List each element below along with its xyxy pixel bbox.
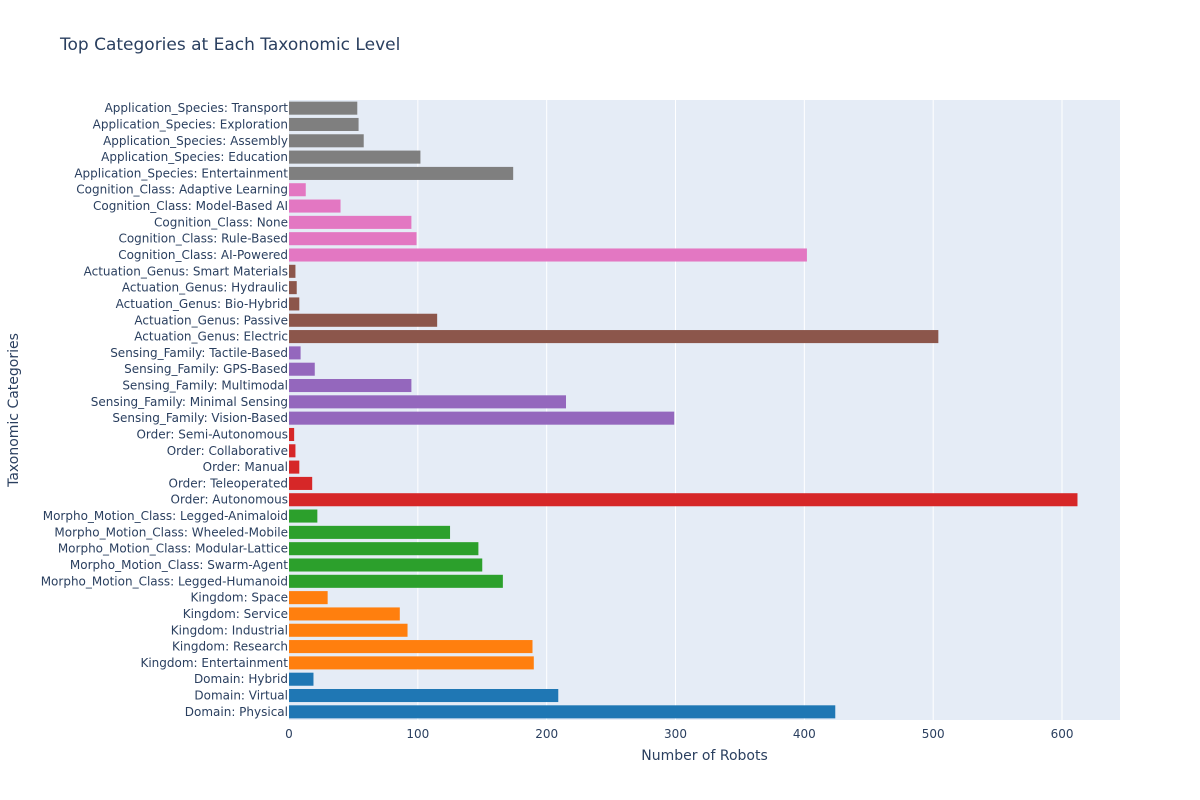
y-tick-label: Domain: Physical [185, 705, 288, 719]
y-tick-label: Order: Collaborative [167, 444, 288, 458]
y-tick-label: Cognition_Class: Rule-Based [118, 232, 288, 246]
bar[interactable] [289, 183, 306, 197]
bar[interactable] [289, 346, 301, 360]
y-tick-label: Kingdom: Industrial [171, 623, 288, 637]
bar[interactable] [289, 264, 296, 278]
y-tick-label: Domain: Virtual [194, 689, 288, 703]
y-tick-label: Sensing_Family: Multimodal [122, 379, 288, 393]
bar[interactable] [289, 313, 438, 327]
y-tick-label: Application_Species: Assembly [103, 134, 288, 148]
x-tick-label: 300 [664, 727, 687, 741]
y-tick-label: Cognition_Class: Adaptive Learning [76, 183, 288, 197]
bar[interactable] [289, 281, 297, 295]
bar[interactable] [289, 607, 400, 621]
y-tick-label: Application_Species: Entertainment [74, 166, 288, 180]
y-tick-label: Application_Species: Education [101, 150, 288, 164]
bar[interactable] [289, 395, 566, 409]
y-tick-label: Morpho_Motion_Class: Wheeled-Mobile [54, 525, 288, 539]
y-tick-label: Kingdom: Entertainment [140, 656, 288, 670]
chart-title: Top Categories at Each Taxonomic Level [59, 35, 400, 55]
bar[interactable] [289, 199, 341, 213]
bar[interactable] [289, 574, 503, 588]
bar[interactable] [289, 689, 559, 703]
x-tick-label: 200 [535, 727, 558, 741]
bar[interactable] [289, 248, 807, 262]
x-axis-title: Number of Robots [641, 748, 768, 764]
bar[interactable] [289, 444, 296, 458]
bar[interactable] [289, 297, 300, 311]
x-tick-labels: 0 100 200 300 400 500 600 [285, 727, 1073, 741]
y-tick-label: Kingdom: Service [183, 607, 288, 621]
bar[interactable] [289, 591, 328, 605]
bar[interactable] [289, 623, 408, 637]
y-tick-label: Kingdom: Research [172, 640, 288, 654]
bar[interactable] [289, 460, 300, 474]
y-tick-label: Cognition_Class: Model-Based AI [93, 199, 288, 213]
y-tick-label: Order: Autonomous [171, 493, 288, 507]
bar[interactable] [289, 672, 314, 686]
y-tick-label: Order: Manual [203, 460, 288, 474]
bar[interactable] [289, 330, 939, 344]
bar[interactable] [289, 101, 358, 115]
bar[interactable] [289, 656, 534, 670]
bar[interactable] [289, 150, 421, 164]
y-tick-label: Actuation_Genus: Passive [134, 313, 288, 327]
y-tick-label: Morpho_Motion_Class: Legged-Animaloid [43, 509, 288, 523]
x-tick-label: 400 [793, 727, 816, 741]
bar[interactable] [289, 411, 675, 425]
bar[interactable] [289, 232, 417, 246]
y-tick-labels: Domain: Physical Domain: Virtual Domain: H… [41, 101, 289, 719]
x-tick-label: 600 [1051, 727, 1074, 741]
y-tick-label: Domain: Hybrid [194, 672, 288, 686]
y-tick-label: Application_Species: Transport [105, 101, 289, 115]
y-tick-label: Cognition_Class: AI-Powered [118, 248, 288, 262]
y-tick-label: Cognition_Class: None [154, 215, 288, 229]
bar[interactable] [289, 379, 412, 393]
y-tick-label: Sensing_Family: Tactile-Based [110, 346, 288, 360]
bar[interactable] [289, 509, 318, 523]
bar[interactable] [289, 493, 1078, 507]
y-tick-label: Actuation_Genus: Smart Materials [84, 264, 288, 278]
y-tick-label: Actuation_Genus: Electric [134, 330, 288, 344]
y-tick-label: Order: Semi-Autonomous [136, 427, 288, 441]
bar[interactable] [289, 525, 451, 539]
y-tick-label: Morpho_Motion_Class: Legged-Humanoid [41, 574, 288, 588]
y-tick-label: Application_Species: Exploration [93, 117, 288, 131]
bar[interactable] [289, 117, 359, 131]
bar[interactable] [289, 640, 533, 654]
bar[interactable] [289, 166, 514, 180]
y-tick-label: Kingdom: Space [191, 591, 289, 605]
x-tick-label: 0 [285, 727, 293, 741]
x-tick-label: 500 [922, 727, 945, 741]
x-tick-label: 100 [406, 727, 429, 741]
y-tick-label: Sensing_Family: GPS-Based [124, 362, 288, 376]
bar[interactable] [289, 705, 836, 719]
y-tick-label: Sensing_Family: Minimal Sensing [91, 395, 288, 409]
y-tick-label: Order: Teleoperated [169, 476, 288, 490]
bar[interactable] [289, 134, 364, 148]
y-tick-label: Morpho_Motion_Class: Swarm-Agent [70, 558, 288, 572]
bar[interactable] [289, 427, 295, 441]
y-tick-label: Sensing_Family: Vision-Based [112, 411, 288, 425]
bar[interactable] [289, 476, 313, 490]
bar[interactable] [289, 558, 483, 572]
bar[interactable] [289, 215, 412, 229]
gridlines [417, 100, 1063, 720]
y-tick-label: Actuation_Genus: Bio-Hybrid [116, 297, 288, 311]
bars [289, 101, 1078, 719]
y-axis-title: Taxonomic Categories [6, 333, 22, 488]
bar[interactable] [289, 362, 315, 376]
plot-background [289, 100, 1120, 720]
y-tick-label: Actuation_Genus: Hydraulic [122, 281, 288, 295]
bar[interactable] [289, 542, 479, 556]
y-tick-label: Morpho_Motion_Class: Modular-Lattice [58, 542, 288, 556]
